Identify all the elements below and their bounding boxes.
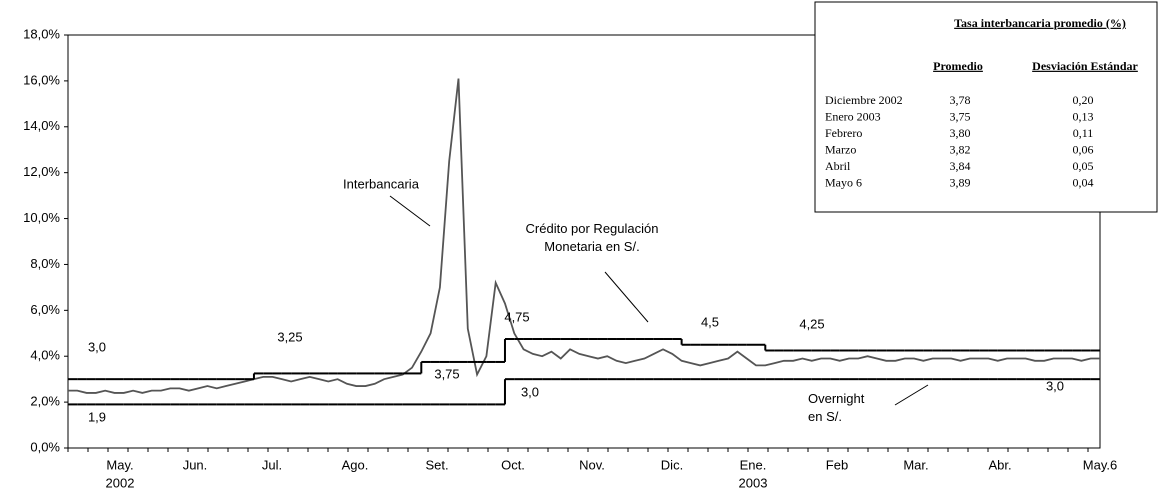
table-text: 3,89: [950, 175, 971, 189]
label-line: en S/.: [808, 409, 842, 424]
series-label: Interbancaria: [343, 176, 420, 191]
table-text: Mayo 6: [825, 175, 862, 189]
x-tick-label: May.6: [1083, 457, 1117, 472]
y-tick-label: 10,0%: [23, 210, 60, 225]
arrow: [604, 271, 649, 323]
y-tick-label: 0,0%: [30, 439, 60, 454]
x-tick-label: Jun.: [183, 457, 208, 472]
annotation: 4,5: [701, 314, 719, 329]
table-text: 3,82: [950, 142, 971, 156]
label-line: Monetaria en S/.: [544, 239, 639, 254]
annotation: 1,9: [88, 409, 106, 424]
table-text: 0,20: [1073, 93, 1094, 107]
table-text: 3,84: [950, 159, 971, 173]
table-text: 3,75: [950, 109, 971, 123]
y-tick-label: 14,0%: [23, 118, 60, 133]
annotation: 3,0: [521, 384, 539, 399]
y-tick-label: 2,0%: [30, 394, 60, 409]
table-text: 3,78: [950, 93, 971, 107]
x-tick-label: Feb: [826, 457, 848, 472]
x-tick-label: Oct.: [501, 457, 525, 472]
x-tick-label: Set.: [425, 457, 448, 472]
x-tick-label: Ago.: [342, 457, 369, 472]
table-text: Promedio: [933, 59, 983, 73]
table-text: 0,06: [1073, 142, 1094, 156]
table-text: Diciembre 2002: [825, 93, 903, 107]
x-tick-label: Jul.: [262, 457, 282, 472]
label-line: Overnight: [808, 391, 865, 406]
table-text: 0,11: [1073, 126, 1094, 140]
table-text: Tasa interbancaria promedio (%): [954, 16, 1126, 30]
table-text: Marzo: [825, 142, 856, 156]
table-text: 0,05: [1073, 159, 1094, 173]
table-text: 3,80: [950, 126, 971, 140]
x-tick-label: Abr.: [988, 457, 1011, 472]
y-tick-label: 16,0%: [23, 72, 60, 87]
x-year-label: 2002: [106, 475, 135, 490]
table-text: Desviación Estándar: [1032, 59, 1138, 73]
annotation: 3,0: [88, 339, 106, 354]
x-tick-label: Nov.: [579, 457, 605, 472]
annotation: 4,25: [799, 316, 824, 331]
table-text: Febrero: [825, 126, 862, 140]
y-tick-label: 6,0%: [30, 302, 60, 317]
table-text: 0,04: [1073, 175, 1094, 189]
y-tick-label: 18,0%: [23, 26, 60, 41]
annotation: 3,0: [1046, 378, 1064, 393]
x-tick-label: May.: [106, 457, 133, 472]
table-text: Abril: [825, 159, 851, 173]
arrow: [389, 195, 431, 227]
y-tick-label: 4,0%: [30, 348, 60, 363]
x-tick-label: Dic.: [661, 457, 683, 472]
annotation: 4,75: [504, 309, 529, 324]
table-text: Enero 2003: [825, 109, 881, 123]
series-label: Overnight en S/.: [808, 391, 865, 424]
x-tick-label: Mar.: [903, 457, 928, 472]
y-tick-label: 8,0%: [30, 256, 60, 271]
y-tick-label: 12,0%: [23, 164, 60, 179]
x-tick-label: Ene.: [740, 457, 767, 472]
arrow: [894, 384, 929, 406]
x-year-label: 2003: [739, 475, 768, 490]
stats-table: Tasa interbancaria promedio (%) Promedio D…: [814, 1, 1158, 213]
interbank-line: [68, 78, 1100, 394]
table-text: 0,13: [1073, 109, 1094, 123]
label-line: Crédito por Regulación: [526, 221, 659, 236]
annotation: 3,25: [277, 329, 302, 344]
annotation: 3,75: [434, 366, 459, 381]
series-label: Crédito por Regulación Monetaria en S/.: [526, 221, 659, 254]
plot-frame: [67, 34, 1101, 449]
table-box: [814, 1, 1158, 213]
